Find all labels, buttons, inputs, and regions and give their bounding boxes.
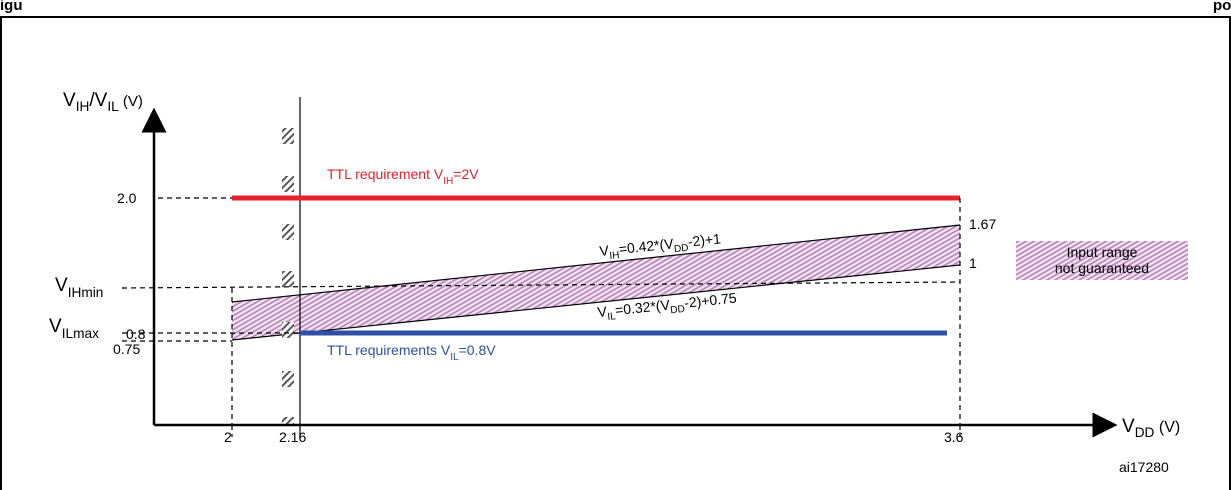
y-axis-label: VIH/VIL (V) bbox=[63, 90, 143, 114]
y-tick-0-8: 0.8 bbox=[126, 326, 146, 342]
vilmax-label: VILmax bbox=[49, 316, 99, 341]
vil-line bbox=[231, 264, 961, 341]
dashed-guides bbox=[121, 197, 961, 437]
legend-swatch bbox=[1016, 241, 1188, 280]
figure-id: ai17280 bbox=[1119, 459, 1169, 475]
x-tick-2: 2 bbox=[224, 429, 232, 445]
caption-fragment-right: po bbox=[1213, 0, 1231, 14]
y-tick-1: 1 bbox=[969, 255, 977, 271]
legend-line-1: Input range bbox=[1067, 244, 1138, 260]
y-tick-2-0: 2.0 bbox=[117, 190, 137, 206]
vdd-min-hatch-column bbox=[282, 128, 294, 426]
legend-line-2: not guaranteed bbox=[1055, 260, 1149, 276]
x-axis-label: VDD (V) bbox=[1122, 416, 1180, 440]
x-tick-3-6: 3.6 bbox=[944, 429, 964, 445]
vih-formula: VIH=0.42*(VDD-2)+1 bbox=[599, 230, 723, 263]
y-tick-1-67: 1.67 bbox=[969, 216, 996, 232]
ttl-high-label: TTL requirement VIH=2V bbox=[327, 166, 479, 187]
input-range-band bbox=[232, 225, 960, 340]
y-tick-0-75: 0.75 bbox=[113, 341, 140, 357]
x-tick-2-16: 2.16 bbox=[279, 429, 306, 445]
caption-fragment-left: igu bbox=[0, 0, 23, 14]
vihmin-label: VIHmin bbox=[55, 275, 103, 300]
vih-line bbox=[231, 224, 961, 303]
vil-formula: VIL=0.32*(VDD-2)+0.75 bbox=[597, 289, 738, 324]
ttl-low-label: TTL requirements VIL=0.8V bbox=[327, 342, 496, 363]
